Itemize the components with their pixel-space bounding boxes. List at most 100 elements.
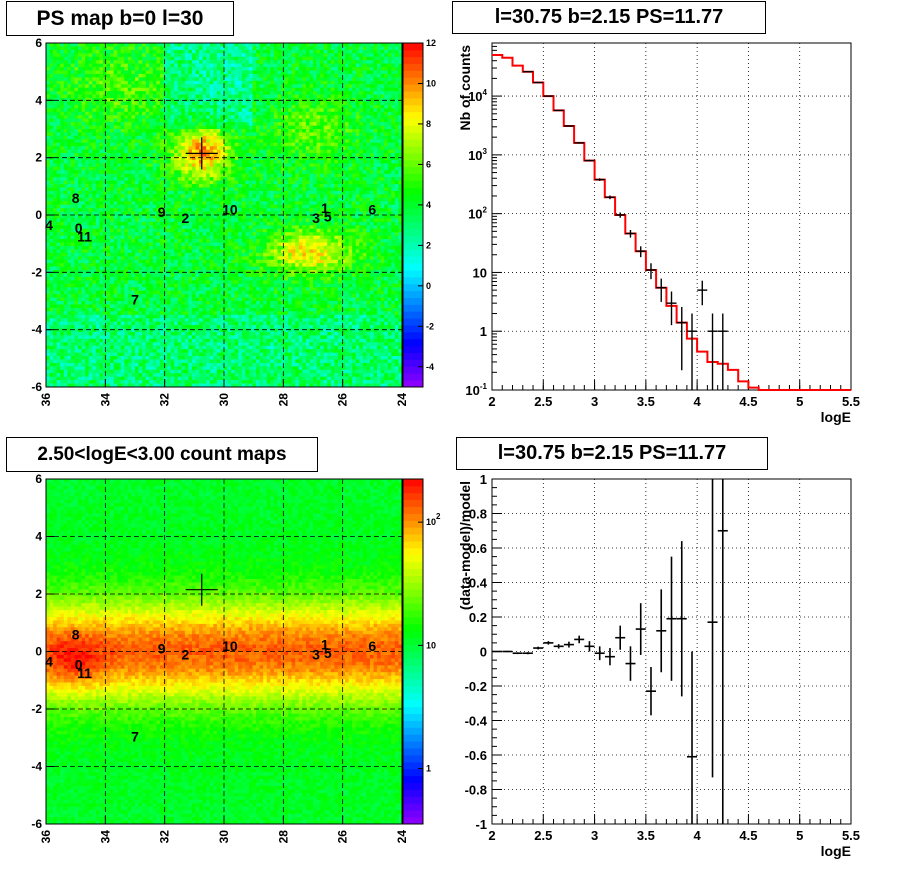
y-axis-label: Nb of counts [457,45,473,131]
y-tick-label: 1 [480,472,487,487]
x-tick-label: 3.5 [637,828,655,843]
data-point [645,263,656,280]
x-tick-label: 4.5 [739,828,757,843]
residual-point [615,625,626,650]
residual-point [574,635,585,644]
x-tick-label: 4 [694,394,702,409]
y-tick-label: -0.2 [465,679,487,694]
colorbar-tick-label: 6 [426,159,431,169]
source-marker-10: 10 [222,638,238,654]
y-tick-label: 10-1 [465,382,487,398]
source-marker-7: 7 [131,728,139,744]
data-point [625,229,636,238]
colorbar-tick-label: 12 [426,38,436,48]
x-tick-label: 36 [39,830,53,844]
y-tick-label: 0.4 [469,576,488,591]
x-tick-label: 34 [98,830,112,844]
source-marker-11: 11 [77,665,92,681]
y-tick-label: 1 [480,324,487,339]
data-point [615,212,626,218]
data-point [563,125,574,127]
x-tick-label: 30 [217,393,231,407]
data-point [574,142,585,144]
residual-point [533,646,544,650]
data-point [543,95,554,97]
y-tick-label: -1 [475,817,487,832]
y-tick-label: 0 [480,645,487,660]
source-marker-8: 8 [72,626,80,642]
y-tick-label: 4 [35,530,42,544]
x-tick-label: 3 [591,828,598,843]
colorbar-tick-label: 10 [426,640,436,650]
colorbar-tick-label: 2 [426,240,431,250]
data-point [656,278,667,302]
residual-point [522,652,533,655]
data-point [707,313,718,390]
x-tick-label: 24 [395,393,409,407]
source-marker-5: 5 [324,645,332,661]
y-tick-label: 10 [473,265,487,280]
colorbar-tick-label: -2 [426,321,434,331]
x-tick-label: 2 [488,828,495,843]
y-tick-label: 6 [35,36,42,50]
source-marker-0: 0 [75,656,83,672]
x-tick-label: 2.5 [534,394,552,409]
residual-point [553,644,564,649]
residual-point [625,646,636,681]
count-map-cells [46,479,403,825]
residual-point [666,556,677,681]
ps-map-cells [46,43,403,388]
y-tick-label: 0.6 [469,541,487,556]
x-tick-label: 3.5 [637,394,655,409]
residual-point [512,652,523,655]
y-axis-label: (data-model)/model [457,481,473,610]
residual-point [543,641,554,645]
y-tick-label: 104 [468,88,487,104]
x-tick-label: 2.5 [534,828,552,843]
source-marker-3: 3 [312,646,320,662]
colorbar-tick-label: 0 [426,281,431,291]
x-tick-label: 3 [591,394,598,409]
source-marker-4: 4 [45,217,53,233]
data-point [697,280,708,306]
data-point [676,306,687,371]
residual-title: l=30.75 b=2.15 PS=11.77 [456,437,768,470]
x-tick-label: 2 [488,394,495,409]
source-marker-1: 1 [321,200,329,216]
y-tick-label: 6 [35,472,42,486]
residual-point [687,651,698,824]
y-tick-label: 0.8 [469,507,487,522]
x-tick-label: 26 [336,393,350,407]
ps-map-title: PS map b=0 l=30 [6,1,234,36]
map-grid [45,42,403,388]
x-tick-label: 5.5 [842,828,860,843]
y-tick-label: 2 [35,587,42,601]
x-tick-label: 4 [694,828,702,843]
residual-point [594,646,605,661]
data-point [604,195,615,200]
data-point [584,159,595,162]
colorbar-tick-label: 1 [426,764,431,774]
y-tick-label: -0.8 [465,783,487,798]
source-marker-6: 6 [368,201,376,217]
colorbar [403,479,423,825]
x-tick-label: 34 [98,393,112,407]
y-tick-label: 0 [35,208,42,222]
count-map-title: 2.50<logE<3.00 count maps [6,437,318,472]
residual-plot: 2 2.5 3 3.5 4 4.5 5 5.5 -1 -0.8 -0.6 -0.4 -0.2 0 0.2 0.… [457,472,860,859]
source-marker-7: 7 [131,292,139,308]
y-tick-label: -0.6 [465,748,487,763]
y-tick-label: 0 [35,645,42,659]
source-marker-3: 3 [312,210,320,226]
colorbar [403,43,423,388]
y-tick-label: -4 [31,323,42,337]
y-tick-label: 2 [35,151,42,165]
source-marker-2: 2 [182,210,190,226]
colorbar-frame [402,478,424,825]
source-marker-8: 8 [72,190,80,206]
residual-point [656,589,667,673]
data-point [666,291,677,326]
